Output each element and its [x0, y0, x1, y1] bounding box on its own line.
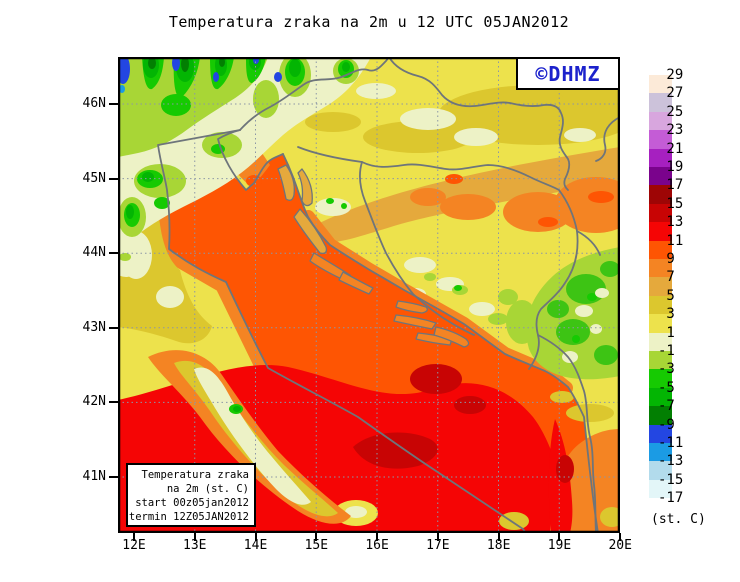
- lon-label: 20E: [608, 538, 632, 553]
- legend-value-label: 25: [658, 103, 684, 120]
- legend-value-label: -1: [658, 343, 675, 359]
- lon-label: 17E: [426, 538, 450, 553]
- legend-swatch: [649, 222, 672, 242]
- legend-swatch: [649, 424, 672, 444]
- lat-tick: [109, 103, 118, 105]
- legend-swatch: [649, 332, 672, 352]
- legend-value-label: -5: [658, 379, 675, 396]
- dhmz-logo-text: ©DHMZ: [535, 61, 601, 86]
- legend-value-label: -13: [658, 453, 684, 470]
- legend-swatch: [649, 277, 672, 297]
- legend-value-label: -15: [658, 471, 684, 488]
- lon-tick: [193, 533, 196, 541]
- legend-swatch: [649, 479, 672, 499]
- lon-tick: [436, 533, 439, 541]
- lon-label: 13E: [183, 538, 207, 553]
- legend-value-label: 9: [658, 251, 675, 267]
- legend-value-label: 23: [658, 122, 684, 139]
- legend-value-label: 11: [658, 232, 684, 249]
- lon-tick: [376, 533, 379, 541]
- legend-value-label: -17: [658, 490, 684, 507]
- lon-tick: [497, 533, 500, 541]
- page-title: Temperatura zraka na 2m u 12 UTC 05JAN20…: [168, 13, 570, 31]
- lat-tick: [109, 177, 118, 180]
- legend-value-label: 19: [658, 159, 684, 175]
- legend-value-label: -9: [658, 416, 675, 433]
- legend-value-label: 1: [658, 324, 675, 341]
- map-frame: [118, 57, 620, 533]
- lat-label: 44N: [82, 245, 106, 261]
- lon-tick: [133, 533, 135, 541]
- legend-value-label: 17: [658, 177, 684, 194]
- legend-swatch: [649, 93, 672, 113]
- lat-tick: [109, 401, 118, 404]
- lon-label: 18E: [486, 538, 511, 553]
- legend-swatch: [649, 314, 672, 334]
- legend-value-label: -7: [658, 398, 675, 415]
- lat-tick: [109, 326, 118, 329]
- legend-swatch: [649, 185, 672, 205]
- legend-swatch: [649, 295, 672, 315]
- dhmz-watermark: ©DHMZ: [516, 57, 620, 90]
- lon-tick: [558, 533, 561, 541]
- lat-label: 46N: [82, 96, 106, 111]
- country-borders: [239, 57, 620, 533]
- legend-swatch: [649, 369, 672, 389]
- legend-value-label: -11: [658, 435, 684, 451]
- graticule: [118, 57, 620, 533]
- legend-value-label: 15: [658, 195, 684, 212]
- legend-swatch: [649, 75, 672, 94]
- info-line-2: na 2m (st. C): [166, 483, 249, 495]
- legend-swatch: [649, 387, 672, 407]
- legend-value-label: 29: [658, 67, 684, 83]
- legend-swatch: [649, 111, 672, 131]
- temperature-field: [118, 57, 620, 533]
- legend-value-label: 21: [658, 140, 684, 157]
- temperature-map: [118, 57, 620, 533]
- legend-swatch: [649, 461, 672, 481]
- legend-swatch: [649, 259, 672, 278]
- legend-value-label: 7: [658, 269, 675, 286]
- info-line-3: start 00z05jan2012: [135, 497, 249, 509]
- info-line-1: Temperatura zraka: [141, 469, 249, 481]
- legend-swatch: [649, 443, 672, 462]
- lon-label: 16E: [365, 538, 389, 553]
- lon-tick: [619, 533, 622, 541]
- lat-label: 43N: [82, 319, 106, 335]
- legend-value-label: 13: [658, 214, 684, 231]
- legend-value-label: 5: [658, 287, 675, 304]
- legend-swatch: [649, 203, 672, 223]
- legend-swatch: [649, 351, 672, 370]
- lon-label: 19E: [547, 538, 572, 553]
- legend-swatch: [649, 498, 672, 518]
- legend-value-label: 27: [658, 85, 684, 102]
- info-line-4: termin 12Z05JAN2012: [128, 511, 249, 523]
- legend-value-label: -3: [658, 361, 675, 378]
- legend-swatch: [649, 240, 672, 260]
- lon-label: 14E: [243, 538, 268, 553]
- legend-swatch: [649, 130, 672, 150]
- lat-label: 41N: [82, 468, 106, 484]
- legend-unit-label: (st. C): [651, 512, 706, 527]
- lon-tick: [315, 533, 318, 541]
- lat-label: 42N: [82, 394, 106, 410]
- lon-label: 12E: [122, 538, 146, 553]
- lat-label: 45N: [82, 170, 106, 186]
- coastlines: [157, 129, 599, 533]
- forecast-info-box: Temperatura zraka na 2m (st. C) start 00…: [126, 463, 256, 527]
- legend-swatch: [649, 148, 672, 168]
- lon-tick: [254, 533, 257, 541]
- legend-swatch: [649, 167, 672, 186]
- legend-swatch: [649, 406, 672, 426]
- legend-value-label: 3: [658, 306, 675, 323]
- lat-tick: [109, 475, 118, 478]
- lon-label: 15E: [304, 538, 329, 553]
- lat-tick: [109, 252, 118, 255]
